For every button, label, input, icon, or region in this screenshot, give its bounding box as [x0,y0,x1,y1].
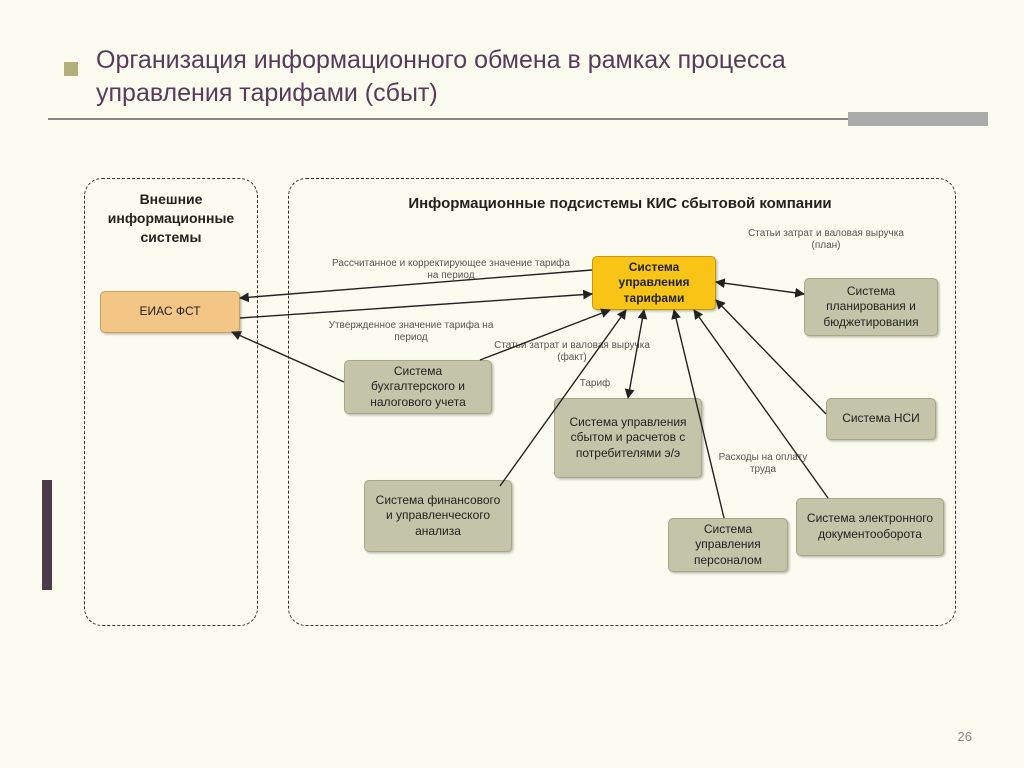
node-sales: Система управления сбытом и расчетов с п… [554,398,702,478]
title-bullet [64,62,78,76]
edge-label-approved: Утвержденное значение тарифа на период [326,320,496,344]
edge-label-calc-value: Рассчитанное и корректирующее значение т… [326,258,576,282]
title-rule [48,118,976,120]
node-planning: Система планирования и бюджетирования [804,278,938,336]
node-finance: Система финансового и управленческого ан… [364,480,512,552]
node-tariff-mgmt: Система управления тарифами [592,256,716,310]
page-title: Организация информационного обмена в рам… [96,44,796,109]
edge-label-labor-cost: Расходы на оплату труда [718,452,808,476]
panel-right-title: Информационные подсистемы КИС сбытовой к… [340,194,900,214]
panel-left-title: Внешние информационные системы [94,190,248,247]
title-rule-accent [848,112,988,126]
node-edoc: Система электронного документооборота [796,498,944,556]
edge-label-tariff: Тариф [570,378,620,390]
edge-label-cost-plan: Статьи затрат и валовая выручка (план) [746,228,906,252]
page-number: 26 [958,729,972,744]
node-eias-fst: ЕИАС ФСТ [100,291,240,333]
node-hr: Система управления персоналом [668,518,788,572]
node-nsi: Система НСИ [826,398,936,440]
left-side-accent [42,480,52,590]
edge-label-cost-fact: Статьи затрат и валовая выручка (факт) [492,340,652,364]
node-accounting: Система бухгалтерского и налогового учет… [344,360,492,414]
